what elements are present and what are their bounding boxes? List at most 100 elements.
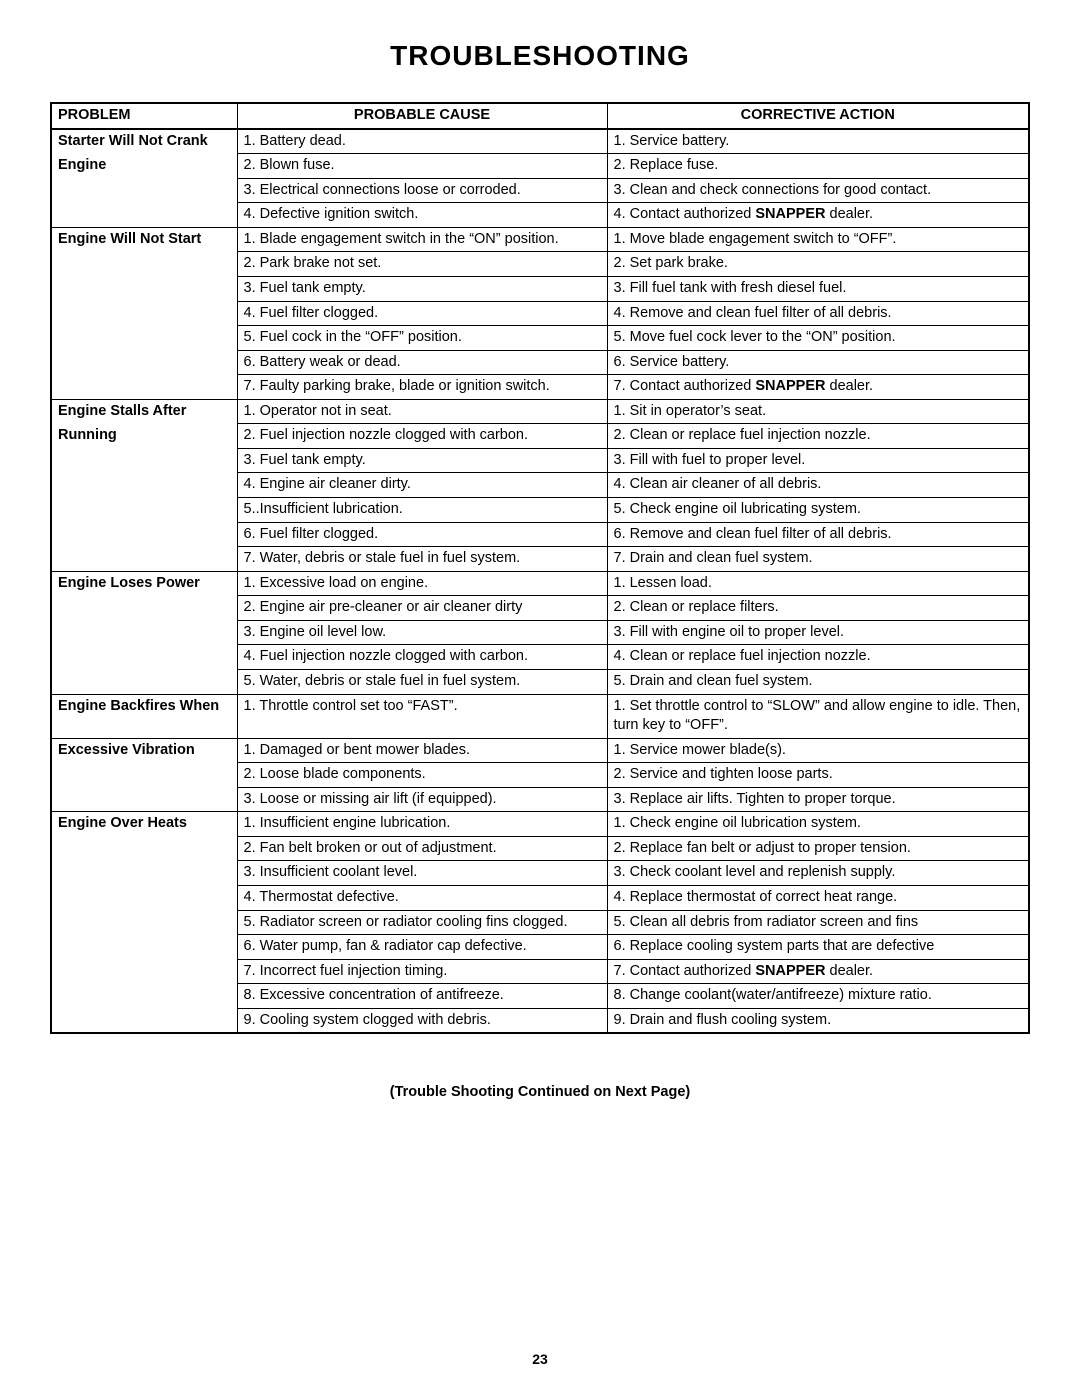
table-row: 3. Loose or missing air lift (if equippe… (51, 787, 1029, 812)
problem-cell (51, 984, 237, 1009)
page-number: 23 (0, 1351, 1080, 1367)
action-cell: 7. Contact authorized SNAPPER dealer. (607, 959, 1029, 984)
action-cell: 3. Replace air lifts. Tighten to proper … (607, 787, 1029, 812)
action-cell: 3. Fill fuel tank with fresh diesel fuel… (607, 276, 1029, 301)
action-cell: 1. Service battery. (607, 129, 1029, 154)
cause-cell: 2. Fan belt broken or out of adjustment. (237, 836, 607, 861)
problem-cell (51, 276, 237, 301)
action-cell: 1. Lessen load. (607, 571, 1029, 596)
cause-cell: 2. Engine air pre-cleaner or air cleaner… (237, 596, 607, 621)
cause-cell: 2. Blown fuse. (237, 154, 607, 179)
problem-cell (51, 301, 237, 326)
cause-cell: 1. Blade engagement switch in the “ON” p… (237, 227, 607, 252)
action-cell: 5. Clean all debris from radiator screen… (607, 910, 1029, 935)
table-row: Excessive Vibration1. Damaged or bent mo… (51, 738, 1029, 763)
problem-cell (51, 886, 237, 911)
problem-cell: Engine (51, 154, 237, 179)
action-cell: 1. Service mower blade(s). (607, 738, 1029, 763)
table-row: 2. Engine air pre-cleaner or air cleaner… (51, 596, 1029, 621)
table-row: Running2. Fuel injection nozzle clogged … (51, 424, 1029, 449)
action-cell: 3. Clean and check connections for good … (607, 178, 1029, 203)
action-cell: 8. Change coolant(water/antifreeze) mixt… (607, 984, 1029, 1009)
table-row: 5. Radiator screen or radiator cooling f… (51, 910, 1029, 935)
cause-cell: 1. Throttle control set too “FAST”. (237, 694, 607, 738)
action-cell: 3. Fill with engine oil to proper level. (607, 620, 1029, 645)
action-cell: 4. Clean air cleaner of all debris. (607, 473, 1029, 498)
problem-cell: Excessive Vibration (51, 738, 237, 763)
cause-cell: 5. Fuel cock in the “OFF” position. (237, 326, 607, 351)
problem-cell (51, 669, 237, 694)
action-cell: 2. Clean or replace filters. (607, 596, 1029, 621)
problem-cell (51, 547, 237, 572)
action-cell: 5. Move fuel cock lever to the “ON” posi… (607, 326, 1029, 351)
cause-cell: 3. Electrical connections loose or corro… (237, 178, 607, 203)
problem-cell: Engine Backfires When (51, 694, 237, 738)
action-cell: 4. Remove and clean fuel filter of all d… (607, 301, 1029, 326)
problem-cell (51, 645, 237, 670)
problem-cell: Engine Loses Power (51, 571, 237, 596)
problem-cell (51, 861, 237, 886)
table-row: 4. Engine air cleaner dirty.4. Clean air… (51, 473, 1029, 498)
action-cell: 3. Check coolant level and replenish sup… (607, 861, 1029, 886)
action-cell: 4. Clean or replace fuel injection nozzl… (607, 645, 1029, 670)
table-row: 3. Fuel tank empty.3. Fill fuel tank wit… (51, 276, 1029, 301)
table-row: 2. Park brake not set.2. Set park brake. (51, 252, 1029, 277)
table-row: 8. Excessive concentration of antifreeze… (51, 984, 1029, 1009)
cause-cell: 1. Insufficient engine lubrication. (237, 812, 607, 837)
cause-cell: 2. Loose blade components. (237, 763, 607, 788)
action-cell: 7. Contact authorized SNAPPER dealer. (607, 375, 1029, 400)
header-cause: PROBABLE CAUSE (237, 103, 607, 129)
table-row: 4. Thermostat defective.4. Replace therm… (51, 886, 1029, 911)
problem-cell (51, 448, 237, 473)
problem-cell (51, 375, 237, 400)
problem-cell (51, 787, 237, 812)
table-row: Engine Loses Power1. Excessive load on e… (51, 571, 1029, 596)
action-cell: 1. Check engine oil lubrication system. (607, 812, 1029, 837)
table-row: 3. Insufficient coolant level.3. Check c… (51, 861, 1029, 886)
table-row: Engine Over Heats1. Insufficient engine … (51, 812, 1029, 837)
action-cell: 1. Set throttle control to “SLOW” and al… (607, 694, 1029, 738)
cause-cell: 7. Incorrect fuel injection timing. (237, 959, 607, 984)
cause-cell: 3. Loose or missing air lift (if equippe… (237, 787, 607, 812)
cause-cell: 7. Faulty parking brake, blade or igniti… (237, 375, 607, 400)
problem-cell (51, 252, 237, 277)
table-row: 3. Fuel tank empty.3. Fill with fuel to … (51, 448, 1029, 473)
action-cell: 2. Set park brake. (607, 252, 1029, 277)
problem-cell: Starter Will Not Crank (51, 129, 237, 154)
problem-cell (51, 596, 237, 621)
problem-cell (51, 620, 237, 645)
action-cell: 4. Contact authorized SNAPPER dealer. (607, 203, 1029, 228)
cause-cell: 5. Radiator screen or radiator cooling f… (237, 910, 607, 935)
table-row: 4. Fuel injection nozzle clogged with ca… (51, 645, 1029, 670)
cause-cell: 8. Excessive concentration of antifreeze… (237, 984, 607, 1009)
cause-cell: 1. Damaged or bent mower blades. (237, 738, 607, 763)
action-cell: 2. Clean or replace fuel injection nozzl… (607, 424, 1029, 449)
action-cell: 6. Service battery. (607, 350, 1029, 375)
cause-cell: 4. Thermostat defective. (237, 886, 607, 911)
cause-cell: 2. Fuel injection nozzle clogged with ca… (237, 424, 607, 449)
cause-cell: 3. Fuel tank empty. (237, 448, 607, 473)
table-body: Starter Will Not Crank1. Battery dead.1.… (51, 129, 1029, 1034)
cause-cell: 1. Battery dead. (237, 129, 607, 154)
action-cell: 7. Drain and clean fuel system. (607, 547, 1029, 572)
cause-cell: 1. Operator not in seat. (237, 399, 607, 424)
cause-cell: 4. Engine air cleaner dirty. (237, 473, 607, 498)
cause-cell: 7. Water, debris or stale fuel in fuel s… (237, 547, 607, 572)
table-row: 2. Fan belt broken or out of adjustment.… (51, 836, 1029, 861)
problem-cell: Running (51, 424, 237, 449)
action-cell: 2. Service and tighten loose parts. (607, 763, 1029, 788)
table-row: 3. Electrical connections loose or corro… (51, 178, 1029, 203)
action-cell: 1. Move blade engagement switch to “OFF”… (607, 227, 1029, 252)
cause-cell: 5..Insufficient lubrication. (237, 498, 607, 523)
table-row: 6. Battery weak or dead.6. Service batte… (51, 350, 1029, 375)
table-row: 7. Incorrect fuel injection timing.7. Co… (51, 959, 1029, 984)
action-cell: 3. Fill with fuel to proper level. (607, 448, 1029, 473)
problem-cell (51, 203, 237, 228)
cause-cell: 9. Cooling system clogged with debris. (237, 1008, 607, 1033)
problem-cell (51, 326, 237, 351)
cause-cell: 4. Fuel filter clogged. (237, 301, 607, 326)
table-row: Engine Will Not Start1. Blade engagement… (51, 227, 1029, 252)
table-row: Starter Will Not Crank1. Battery dead.1.… (51, 129, 1029, 154)
problem-cell (51, 836, 237, 861)
problem-cell (51, 522, 237, 547)
